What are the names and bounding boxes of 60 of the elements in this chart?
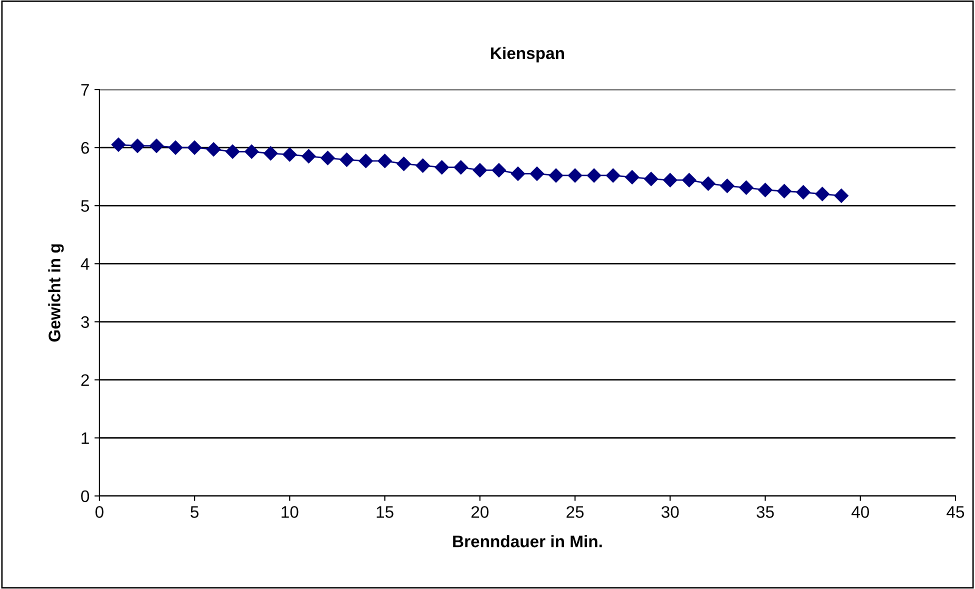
x-tick-label: 15	[376, 506, 394, 518]
chart-title: Kienspan	[491, 46, 564, 62]
point	[206, 142, 221, 156]
point	[358, 154, 373, 168]
y-tick-label: 2	[81, 374, 89, 386]
point	[644, 172, 658, 186]
point	[187, 140, 202, 155]
y-axis-title: Gewicht in g	[48, 244, 64, 342]
point	[701, 176, 716, 191]
point	[682, 173, 696, 188]
point	[149, 138, 164, 153]
point	[625, 170, 640, 184]
x-tick-label: 25	[566, 506, 584, 518]
point	[244, 144, 259, 159]
point	[168, 140, 183, 155]
point	[758, 182, 772, 198]
point	[302, 149, 316, 164]
point	[720, 178, 734, 193]
point	[777, 184, 792, 198]
point	[378, 154, 392, 168]
x-tick-label: 40	[852, 506, 869, 518]
y-tick-label: 4	[80, 258, 90, 270]
point	[320, 150, 335, 166]
x-tick-label: 35	[756, 506, 774, 518]
y-tick-label: 1	[82, 432, 89, 444]
y-tick-label: 6	[81, 142, 89, 154]
point	[434, 160, 449, 174]
point	[663, 173, 678, 188]
y-tick-label: 5	[81, 200, 90, 212]
point	[472, 163, 487, 178]
point	[739, 180, 754, 195]
x-tick-label: 10	[282, 506, 298, 518]
point	[548, 168, 564, 183]
y-tick-label: 0	[81, 490, 90, 502]
point	[606, 168, 620, 183]
point	[282, 147, 297, 162]
x-tick-label: 45	[946, 506, 964, 518]
point	[111, 138, 126, 152]
point	[530, 166, 544, 181]
x-tick-label: 0	[95, 506, 104, 518]
point	[264, 146, 278, 160]
point	[492, 163, 506, 178]
point	[226, 144, 240, 159]
point	[340, 152, 354, 167]
point	[796, 185, 810, 200]
x-tick-label: 5	[190, 506, 199, 518]
point	[416, 158, 430, 173]
point	[396, 156, 411, 171]
x-axis-title: Brenndauer in Min.	[453, 535, 602, 548]
point	[586, 168, 602, 183]
point	[510, 166, 526, 181]
y-tick-label: 3	[81, 316, 89, 328]
point	[568, 168, 582, 183]
point	[130, 138, 145, 153]
y-tick-label: 7	[81, 84, 89, 96]
point	[454, 160, 468, 174]
point	[815, 186, 830, 202]
point	[834, 188, 848, 203]
x-tick-label: 30	[662, 506, 679, 518]
x-tick-label: 20	[471, 506, 489, 518]
